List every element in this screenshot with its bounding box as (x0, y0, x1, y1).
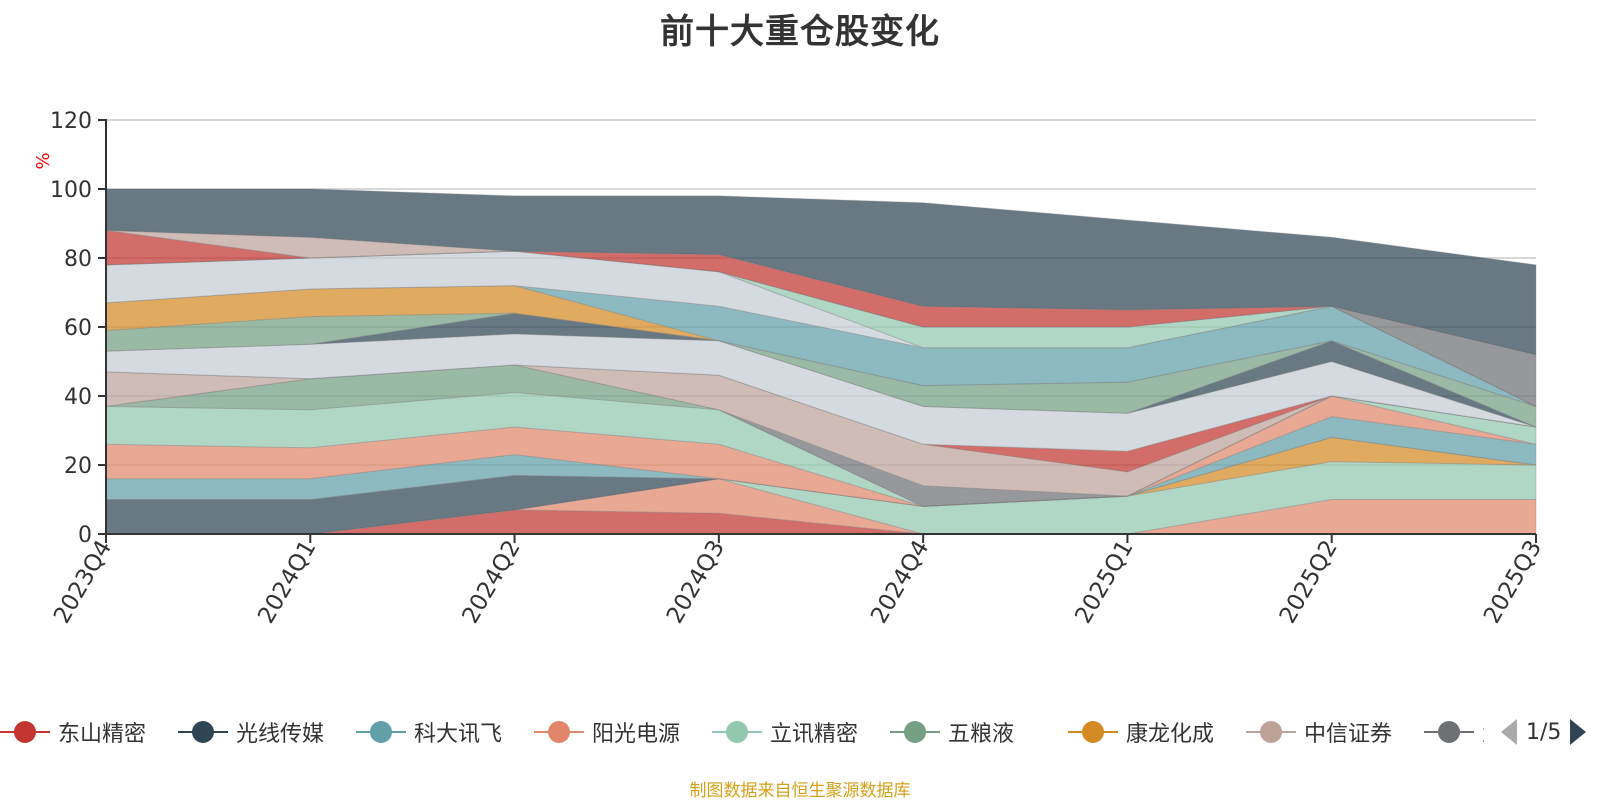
area-series-2[interactable] (106, 461, 1537, 535)
legend-next-page-button[interactable] (1569, 718, 1587, 746)
y-tick-label: 40 (64, 385, 92, 410)
area-series-layer (105, 188, 1537, 535)
x-tick-label: 2025Q2 (1275, 536, 1343, 628)
legend-item[interactable]: 中信证券 (1246, 712, 1392, 752)
legend-marker-icon (1068, 721, 1118, 743)
legend-item[interactable]: 康龙化成 (1068, 712, 1214, 752)
legend-label: 阳光电源 (592, 722, 681, 747)
chart-title: 前十大重仓股变化 (660, 12, 940, 52)
area-series-15[interactable] (105, 285, 1537, 407)
legend-marker-icon (178, 721, 228, 743)
area-series-12[interactable] (105, 333, 1537, 452)
legend-marker-icon (1246, 721, 1296, 743)
area-series-19[interactable] (105, 250, 1537, 408)
legend-item[interactable]: 东山精密 (0, 712, 146, 752)
legend-label: 康龙化成 (1126, 722, 1215, 747)
y-tick-label: 60 (64, 316, 92, 341)
area-series-5[interactable] (105, 416, 1537, 507)
y-axis-unit-label: % (33, 152, 54, 169)
legend-marker-icon (1424, 721, 1474, 743)
y-tick-label: 0 (78, 523, 92, 548)
x-tick-label: 2025Q3 (1479, 536, 1547, 628)
legend-marker-icon (890, 721, 940, 743)
y-tick-label: 20 (64, 454, 92, 479)
x-tick-label: 2024Q2 (458, 536, 526, 628)
x-tick-label: 2024Q3 (662, 536, 730, 628)
legend-label: 科大讯飞 (414, 722, 503, 747)
legend-label: 鱼跃医疗 (1482, 716, 1484, 748)
triangle-left-icon (1501, 719, 1517, 745)
legend-item[interactable]: 阳光电源 (534, 712, 680, 752)
legend-page-indicator: 1/5 (1526, 719, 1562, 745)
legend-label: 光线传媒 (236, 722, 325, 747)
legend-pager: 1/5 (1500, 712, 1587, 752)
legend-item[interactable]: 科大讯飞 (356, 712, 502, 752)
x-tick-label: 2024Q4 (866, 536, 934, 628)
legend-marker-icon (356, 721, 406, 743)
legend-label: 立讯精密 (770, 722, 859, 747)
x-tick-label: 2023Q4 (49, 536, 117, 628)
legend-item[interactable]: 五粮液 (890, 712, 1014, 752)
area-series-14[interactable] (105, 312, 1537, 428)
legend-items-clip: 东山精密 光线传媒 科大讯飞 阳光电源 立讯精密 五粮液 康龙化成 中信证券 鱼跃医疗 (0, 712, 1484, 752)
x-tick-label: 2025Q1 (1070, 536, 1138, 628)
legend-item[interactable]: 鱼跃医疗 (1424, 712, 1484, 752)
x-tick-label: 2024Q1 (253, 536, 321, 628)
triangle-right-icon (1570, 719, 1587, 745)
legend-label: 中信证券 (1304, 722, 1393, 747)
area-series-17[interactable] (105, 250, 1537, 407)
y-tick-label: 80 (64, 247, 92, 272)
legend-prev-page-button[interactable] (1500, 718, 1518, 746)
stacked-area-chart: 0 20 40 60 80 100 120% 2023Q4 2024Q1 2024Q2 2024Q3… (33, 109, 1547, 628)
area-series-23[interactable] (105, 188, 1537, 356)
data-source-note: 制图数据来自恒生聚源数据库 (689, 781, 911, 801)
legend-item[interactable]: 立讯精密 (712, 712, 858, 752)
legend-marker-icon (0, 721, 50, 743)
y-tick-label: 120 (50, 109, 92, 134)
y-tick-label: 100 (50, 178, 92, 203)
legend: 东山精密 光线传媒 科大讯飞 阳光电源 立讯精密 五粮液 康龙化成 中信证券 鱼跃医疗 (0, 712, 1600, 752)
legend-label: 五粮液 (948, 722, 1015, 747)
area-series-4[interactable] (105, 436, 1537, 535)
legend-item[interactable]: 光线传媒 (178, 712, 324, 752)
legend-marker-icon (534, 721, 584, 743)
area-series-7[interactable] (105, 391, 1537, 507)
legend-marker-icon (712, 721, 762, 743)
legend-label: 东山精密 (58, 722, 147, 747)
